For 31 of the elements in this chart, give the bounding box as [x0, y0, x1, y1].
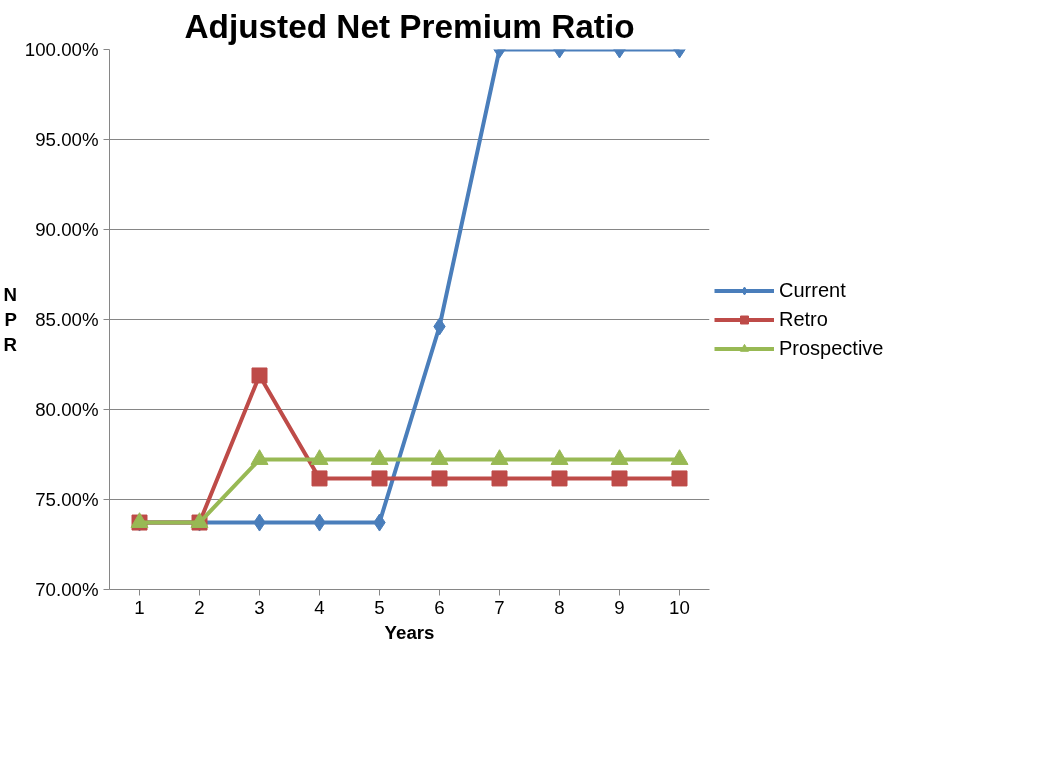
x-tick-label: 9 [614, 596, 625, 618]
y-tick-label: 85.00% [35, 309, 99, 330]
y-tick-label: 90.00% [35, 219, 99, 240]
point [491, 470, 508, 487]
point [551, 470, 568, 487]
x-tick-label: 5 [374, 596, 385, 618]
y-tick-label: 75.00% [35, 489, 99, 510]
chart-title: Adjusted Net Premium Ratio [184, 7, 635, 45]
y-tick-label: 95.00% [35, 129, 99, 150]
x-tick-label: 3 [254, 596, 265, 618]
x-axis-title: Years [384, 621, 435, 643]
y-tick-label: 80.00% [35, 399, 99, 420]
y-tick-label: 100.00% [24, 39, 99, 60]
x-tick-label: 4 [314, 596, 325, 618]
y-axis-title: N P R [3, 283, 18, 356]
y-tick-label: 70.00% [35, 579, 99, 600]
point [611, 470, 628, 487]
x-tick-label: 2 [194, 596, 205, 618]
point [311, 470, 328, 487]
x-tick-label: 10 [669, 596, 690, 618]
legend-label: Current [779, 278, 846, 302]
point [431, 470, 448, 487]
legend-label: Prospective [779, 336, 884, 360]
x-tick-label: 6 [434, 596, 445, 618]
point [671, 470, 688, 487]
point [251, 367, 268, 384]
x-tick-label: 7 [494, 596, 505, 618]
legend-label: Retro [779, 307, 828, 331]
point [371, 470, 388, 487]
x-tick-label: 1 [134, 596, 145, 618]
x-tick-label: 8 [554, 596, 565, 618]
